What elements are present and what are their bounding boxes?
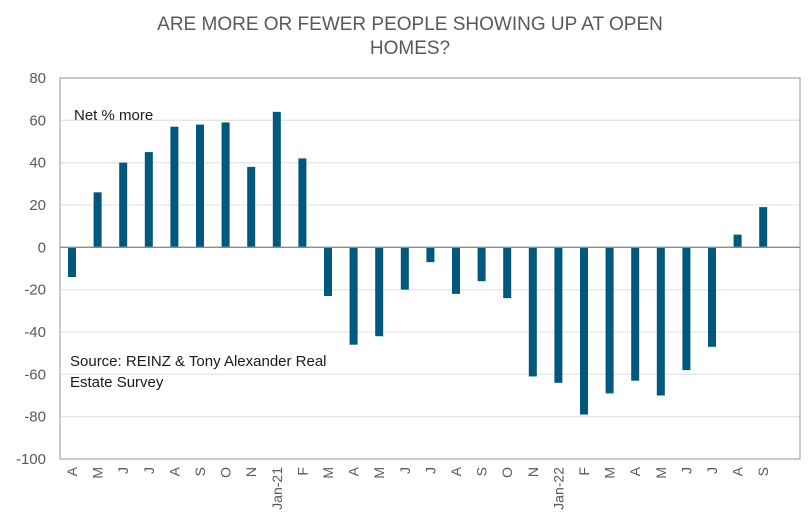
- x-tick-label: O: [218, 467, 234, 478]
- bar: [272, 111, 281, 248]
- bar: [196, 124, 204, 248]
- x-tick-label: M: [602, 467, 618, 479]
- x-tick-label: A: [627, 466, 643, 476]
- bar: [375, 247, 384, 337]
- bar: [682, 247, 691, 371]
- x-tick-label: A: [346, 466, 362, 476]
- bar: [144, 152, 153, 248]
- annotation-source-line-2: Estate Survey: [70, 374, 164, 391]
- x-tick-label: A: [166, 466, 182, 476]
- x-tick-label: Jan-21: [269, 467, 285, 510]
- x-tick-label: M: [320, 467, 336, 479]
- bar: [656, 247, 665, 396]
- x-tick-label: F: [576, 467, 592, 476]
- bar: [554, 247, 563, 383]
- x-tick-label: Jan-22: [550, 467, 566, 510]
- chart-title-line-1: ARE MORE OR FEWER PEOPLE SHOWING UP AT O…: [157, 14, 663, 35]
- gridlines: [60, 119, 800, 418]
- bar: [733, 234, 742, 248]
- y-tick-label: 0: [38, 239, 46, 256]
- bar: [400, 247, 409, 290]
- y-tick-label: 80: [29, 70, 46, 87]
- bar: [580, 247, 588, 415]
- bar: [452, 247, 460, 294]
- annotation-net-more: Net % more: [74, 107, 153, 124]
- x-tick-label: J: [141, 467, 157, 474]
- x-tick-label: J: [704, 467, 720, 474]
- bar: [631, 247, 640, 381]
- x-tick-label: O: [499, 467, 515, 478]
- y-tick-label: -40: [24, 324, 46, 341]
- bar: [426, 247, 435, 263]
- bar: [528, 247, 537, 377]
- x-tick-label: S: [474, 467, 490, 476]
- y-axis: 80 60 40 20 0 -20 -40 -60 -80 -100: [16, 70, 46, 468]
- x-tick-label: N: [525, 467, 541, 477]
- x-tick-label: S: [755, 467, 771, 476]
- y-tick-label: -20: [24, 282, 46, 299]
- x-tick-label: M: [90, 467, 106, 479]
- x-tick-label: F: [294, 467, 310, 476]
- x-tick-label: N: [243, 467, 259, 477]
- bar: [324, 247, 332, 297]
- y-tick-label: -100: [16, 451, 46, 468]
- bar: [221, 122, 230, 248]
- x-tick-label: J: [678, 467, 694, 474]
- bar: [68, 247, 76, 277]
- y-tick-label: 40: [29, 155, 46, 172]
- bar: [477, 247, 486, 282]
- plot-border: [59, 77, 801, 460]
- bar: [247, 166, 256, 248]
- bar: [503, 247, 512, 299]
- y-tick-label: 60: [29, 112, 46, 129]
- x-tick-label: M: [653, 467, 669, 479]
- x-axis: A M J J A S O N Jan-21 F M A M J J A S O N Jan-22 F M A M J J A S: [64, 466, 771, 509]
- x-tick-label: J: [397, 467, 413, 474]
- annotation-source-line-1: Source: REINZ & Tony Alexander Real: [70, 353, 327, 370]
- bar: [605, 247, 614, 394]
- bar: [170, 126, 179, 248]
- bar: [708, 247, 716, 347]
- bar: [349, 247, 358, 345]
- y-tick-label: -80: [24, 409, 46, 426]
- x-tick-label: J: [115, 467, 131, 474]
- y-tick-label: -60: [24, 366, 46, 383]
- bar: [93, 192, 102, 248]
- bar: [119, 162, 128, 248]
- bar: [759, 207, 768, 248]
- x-tick-label: S: [192, 467, 208, 476]
- chart-title-line-2: HOMES?: [370, 38, 450, 59]
- x-tick-label: A: [730, 466, 746, 476]
- bar: [298, 158, 307, 248]
- bars: [68, 111, 768, 415]
- x-tick-label: J: [422, 467, 438, 474]
- x-tick-label: M: [371, 467, 387, 479]
- x-tick-label: A: [64, 466, 80, 476]
- x-tick-label: A: [448, 466, 464, 476]
- y-tick-label: 20: [29, 197, 46, 214]
